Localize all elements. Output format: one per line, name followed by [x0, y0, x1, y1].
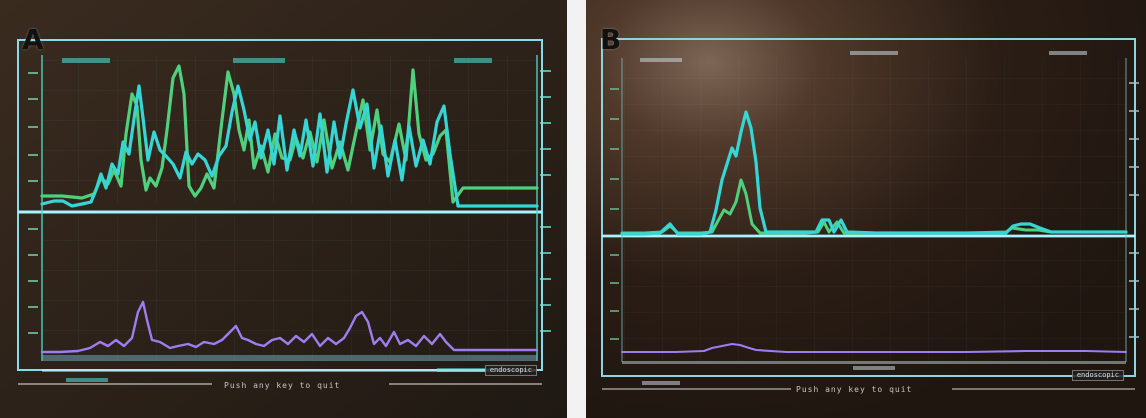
lower-grid-a: [42, 215, 537, 361]
purple-trace-b: [620, 342, 1128, 354]
cyan-trace-b: [620, 110, 1128, 236]
panel-label-a: A: [22, 23, 44, 56]
monitor-photo-b: B Push any key to quit endoscopic: [586, 0, 1146, 418]
bottom-axis-a: [42, 369, 537, 372]
green-trace-a: [40, 64, 539, 204]
lower-right-box-a: endoscopic: [484, 365, 537, 376]
lower-grid-b: [622, 241, 1126, 361]
left-axis-ticks-b: [610, 88, 619, 340]
upper-frame-b: [601, 38, 1136, 377]
upper-grid-b: [622, 58, 1126, 234]
right-axis-ticks-a: [540, 70, 551, 332]
upper-grid-a: [42, 55, 537, 203]
monitor-screen-b: [586, 0, 1146, 418]
left-axis-ticks-a: [28, 72, 38, 334]
footer-instruction-b: Push any key to quit: [796, 385, 913, 394]
purple-trace-a: [40, 300, 539, 354]
footer-instruction-a: Push any key to quit: [224, 381, 341, 390]
cyan-trace-a: [40, 84, 539, 208]
monitor-photo-a: A Push any key to quit endoscopic: [0, 0, 567, 418]
monitor-screen-a: [0, 0, 567, 418]
bottom-strip-a: [42, 355, 537, 361]
lower-right-box-b: endoscopic: [1071, 370, 1124, 381]
right-axis-ticks-b: [1129, 82, 1139, 338]
status-text-marks-b: [640, 51, 1087, 385]
panel-label-b: B: [600, 23, 622, 56]
bottom-axis-b: [622, 361, 1126, 364]
